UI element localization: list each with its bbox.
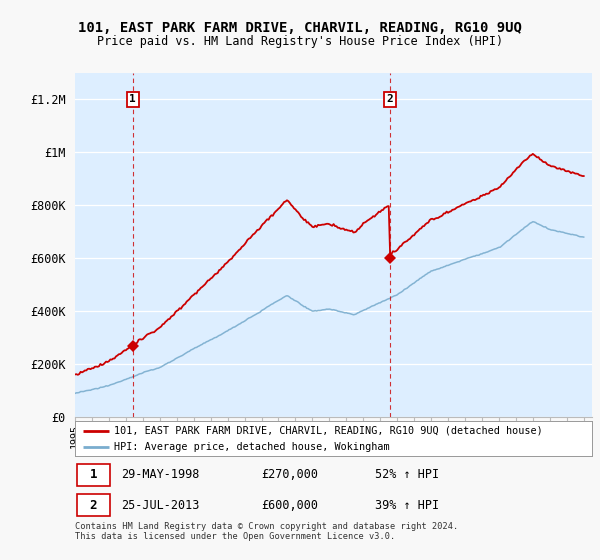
Text: £600,000: £600,000 — [261, 498, 318, 512]
FancyBboxPatch shape — [77, 464, 110, 486]
Text: 29-MAY-1998: 29-MAY-1998 — [122, 468, 200, 482]
FancyBboxPatch shape — [77, 494, 110, 516]
Text: 25-JUL-2013: 25-JUL-2013 — [122, 498, 200, 512]
Text: £270,000: £270,000 — [261, 468, 318, 482]
Text: 101, EAST PARK FARM DRIVE, CHARVIL, READING, RG10 9UQ: 101, EAST PARK FARM DRIVE, CHARVIL, READ… — [78, 21, 522, 35]
Text: Price paid vs. HM Land Registry's House Price Index (HPI): Price paid vs. HM Land Registry's House … — [97, 35, 503, 48]
Text: 52% ↑ HPI: 52% ↑ HPI — [375, 468, 439, 482]
Text: Contains HM Land Registry data © Crown copyright and database right 2024.
This d: Contains HM Land Registry data © Crown c… — [75, 522, 458, 542]
Text: 1: 1 — [89, 468, 97, 482]
Text: 2: 2 — [386, 94, 393, 104]
Text: 1: 1 — [130, 94, 136, 104]
Text: HPI: Average price, detached house, Wokingham: HPI: Average price, detached house, Woki… — [114, 442, 389, 452]
Text: 39% ↑ HPI: 39% ↑ HPI — [375, 498, 439, 512]
Text: 101, EAST PARK FARM DRIVE, CHARVIL, READING, RG10 9UQ (detached house): 101, EAST PARK FARM DRIVE, CHARVIL, READ… — [114, 426, 542, 436]
Text: 2: 2 — [89, 498, 97, 512]
